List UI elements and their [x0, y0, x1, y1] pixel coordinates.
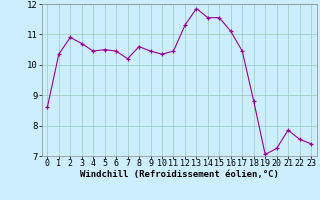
X-axis label: Windchill (Refroidissement éolien,°C): Windchill (Refroidissement éolien,°C) [80, 170, 279, 179]
